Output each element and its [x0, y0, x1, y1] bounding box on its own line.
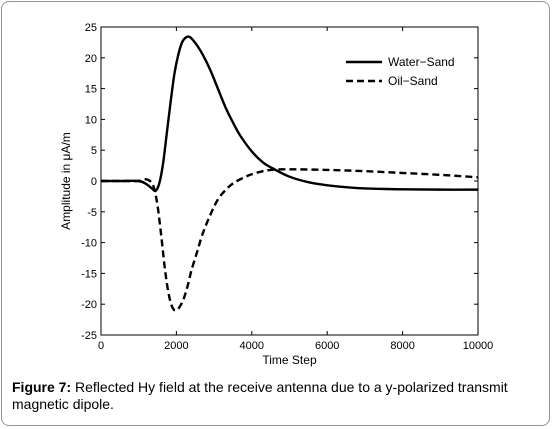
x-tick-label: 6000 — [315, 340, 339, 352]
line-chart: 0 2000 4000 6000 8000 10000 -25 -20 -15 -10 -5 0 5 10… — [59, 22, 493, 367]
legend-label-oil-sand: Oil−Sand — [388, 74, 438, 88]
y-tick-label: -15 — [81, 268, 97, 280]
x-axis-label: Time Step — [262, 353, 317, 367]
x-tick-label: 0 — [98, 340, 104, 352]
y-tick-label: -5 — [87, 207, 97, 219]
y-tick-label: 20 — [85, 53, 97, 65]
legend-label-water-sand: Water−Sand — [388, 55, 455, 69]
x-tick-label: 4000 — [240, 340, 264, 352]
y-tick-label: -25 — [81, 330, 97, 342]
series-line-oil-sand — [100, 168, 479, 312]
figure-caption-text: Reflected Hy field at the receive antenn… — [12, 379, 508, 412]
chart-legend: Water−Sand Oil−Sand — [346, 55, 455, 88]
y-tick-label: 10 — [85, 114, 97, 126]
y-tick-label: 25 — [85, 22, 97, 34]
chart-series — [100, 35, 479, 312]
series-line-water-sand — [100, 35, 479, 193]
y-tick-label: -10 — [81, 238, 97, 250]
y-tick-label: -20 — [81, 299, 97, 311]
x-tick-label: 8000 — [390, 340, 414, 352]
y-tick-label: 15 — [85, 84, 97, 96]
axis-ticks: 0 2000 4000 6000 8000 10000 -25 -20 -15 -10 -5 0 5 10… — [81, 22, 493, 352]
figure-caption: Figure 7: Reflected Hy field at the rece… — [12, 379, 542, 413]
figure-caption-label: Figure 7: — [12, 379, 72, 395]
y-axis-label: Amplitude in μA/m — [59, 132, 73, 230]
y-tick-label: 5 — [91, 145, 97, 157]
y-tick-label: 0 — [91, 176, 97, 188]
x-tick-label: 2000 — [164, 340, 188, 352]
x-tick-label: 10000 — [463, 340, 494, 352]
